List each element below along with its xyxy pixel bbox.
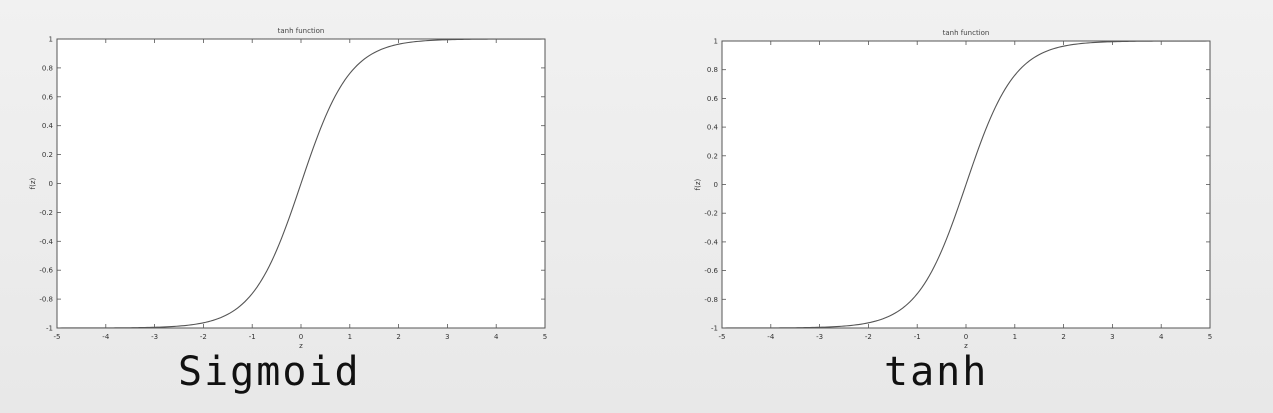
y-tick-label: 0.6 <box>707 95 719 103</box>
x-tick-label: -3 <box>151 333 158 341</box>
y-tick-label: 1 <box>714 38 718 46</box>
x-tick-label: -1 <box>249 333 256 341</box>
y-tick-label: -1 <box>711 325 718 333</box>
x-tick-label: 2 <box>1061 333 1065 341</box>
y-tick-label: 0 <box>714 181 718 189</box>
x-tick-label: -4 <box>767 333 775 341</box>
chart-1: tanh function -5 -4 -3 -2 -1 0 1 2 3 4 5 1 0.8 0.6 0.4 0… <box>694 29 1212 350</box>
x-tick-label: 3 <box>1110 333 1114 341</box>
x-tick-label: 1 <box>1013 333 1017 341</box>
x-tick-label: -5 <box>719 333 726 341</box>
y-axis-label: f(z) <box>694 178 702 190</box>
y-tick-label: -0.4 <box>704 238 718 246</box>
y-tick-label: -0.4 <box>39 238 53 246</box>
y-tick-label: 0.6 <box>42 93 54 101</box>
x-tick-label: 4 <box>1159 333 1164 341</box>
y-axis-label: f(z) <box>29 177 37 189</box>
x-tick-label: -2 <box>200 333 207 341</box>
x-tick-label: 2 <box>396 333 400 341</box>
y-tick-label: -0.2 <box>704 210 718 218</box>
x-tick-label: 1 <box>348 333 352 341</box>
x-tick-label: -5 <box>54 333 61 341</box>
x-tick-label: 4 <box>494 333 499 341</box>
x-tick-label: -2 <box>865 333 872 341</box>
y-tick-label: -1 <box>46 325 53 333</box>
x-tick-label: 5 <box>543 333 547 341</box>
caption-tanh: tanh <box>884 349 989 395</box>
y-tick-label: 1 <box>49 36 53 44</box>
x-tick-label: -3 <box>816 333 823 341</box>
caption-sigmoid: Sigmoid <box>178 349 361 395</box>
x-tick-label: -1 <box>914 333 921 341</box>
y-tick-label: 0.8 <box>42 64 53 72</box>
plot-title: tanh function <box>943 29 990 37</box>
y-tick-label: -0.8 <box>704 296 718 304</box>
y-tick-label: -0.6 <box>704 267 718 275</box>
x-tick-label: 3 <box>445 333 449 341</box>
y-tick-label: 0.2 <box>42 151 53 159</box>
series-line-0 <box>721 40 1211 329</box>
chart-0: tanh function -5 -4 -3 -2 -1 0 1 2 3 4 5 1 0.8 0.6 0.4 0… <box>29 27 547 350</box>
y-tick-label: -0.6 <box>39 267 53 275</box>
x-axis-label: z <box>299 342 303 350</box>
x-tick-label: -4 <box>102 333 110 341</box>
y-tick-label: 0.4 <box>707 124 719 132</box>
y-tick-label: 0.8 <box>707 66 718 74</box>
series-line-0 <box>56 38 546 329</box>
plot-title: tanh function <box>278 27 325 35</box>
y-tick-label: -0.8 <box>39 296 53 304</box>
x-tick-label: 0 <box>964 333 968 341</box>
y-tick-label: 0.2 <box>707 152 718 160</box>
x-tick-label: 5 <box>1208 333 1212 341</box>
y-tick-label: 0 <box>49 180 53 188</box>
y-tick-label: -0.2 <box>39 209 53 217</box>
x-axis-label: z <box>964 342 968 350</box>
y-tick-label: 0.4 <box>42 122 54 130</box>
x-tick-label: 0 <box>299 333 303 341</box>
